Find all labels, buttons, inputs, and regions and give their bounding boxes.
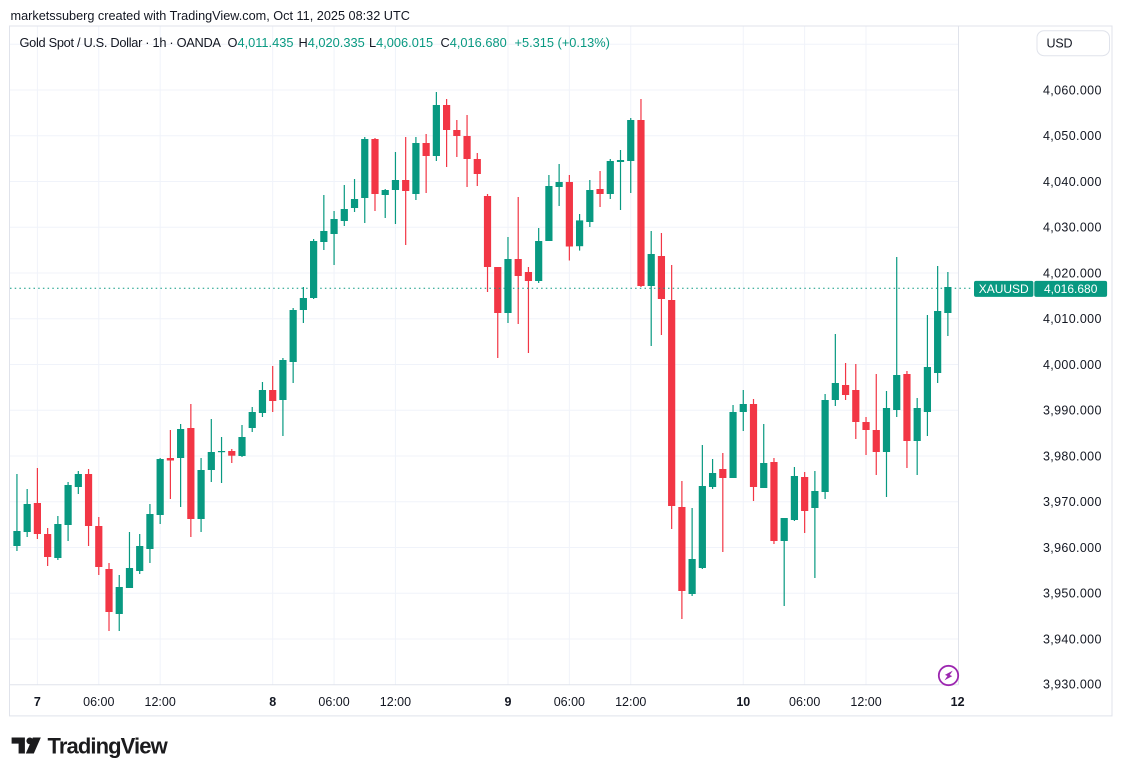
svg-text:4,016.680: 4,016.680 — [1044, 282, 1098, 296]
svg-text:10: 10 — [736, 695, 750, 709]
svg-text:4,060.000: 4,060.000 — [1043, 83, 1102, 97]
svg-text:06:00: 06:00 — [83, 695, 114, 709]
svg-text:12:00: 12:00 — [380, 695, 411, 709]
svg-text:3,950.000: 3,950.000 — [1043, 587, 1102, 601]
svg-text:4,040.000: 4,040.000 — [1043, 175, 1102, 189]
svg-text:06:00: 06:00 — [554, 695, 585, 709]
svg-text:4,030.000: 4,030.000 — [1043, 221, 1102, 235]
svg-text:3,930.000: 3,930.000 — [1043, 677, 1102, 691]
svg-text:4,000.000: 4,000.000 — [1043, 358, 1102, 372]
svg-text:XAUUSD: XAUUSD — [979, 282, 1029, 296]
svg-text:3,990.000: 3,990.000 — [1043, 404, 1102, 418]
svg-text:3,940.000: 3,940.000 — [1043, 633, 1102, 647]
svg-text:Gold Spot / U.S. Dollar · 1h ·: Gold Spot / U.S. Dollar · 1h · OANDA O4,0… — [20, 35, 610, 50]
svg-text:TradingView: TradingView — [48, 734, 169, 759]
svg-text:12:00: 12:00 — [850, 695, 881, 709]
svg-text:12:00: 12:00 — [145, 695, 176, 709]
svg-text:3,980.000: 3,980.000 — [1043, 449, 1102, 463]
svg-text:4,010.000: 4,010.000 — [1043, 312, 1102, 326]
svg-text:06:00: 06:00 — [318, 695, 349, 709]
svg-text:4,020.000: 4,020.000 — [1043, 266, 1102, 280]
svg-text:USD: USD — [1047, 37, 1073, 51]
svg-text:12: 12 — [951, 695, 965, 709]
svg-text:marketssuberg created with Tra: marketssuberg created with TradingView.c… — [11, 9, 410, 23]
svg-text:7: 7 — [34, 695, 41, 709]
svg-text:9: 9 — [505, 695, 512, 709]
svg-text:12:00: 12:00 — [615, 695, 646, 709]
svg-text:06:00: 06:00 — [789, 695, 820, 709]
svg-text:8: 8 — [269, 695, 276, 709]
svg-text:3,960.000: 3,960.000 — [1043, 541, 1102, 555]
svg-text:4,050.000: 4,050.000 — [1043, 129, 1102, 143]
svg-text:3,970.000: 3,970.000 — [1043, 495, 1102, 509]
